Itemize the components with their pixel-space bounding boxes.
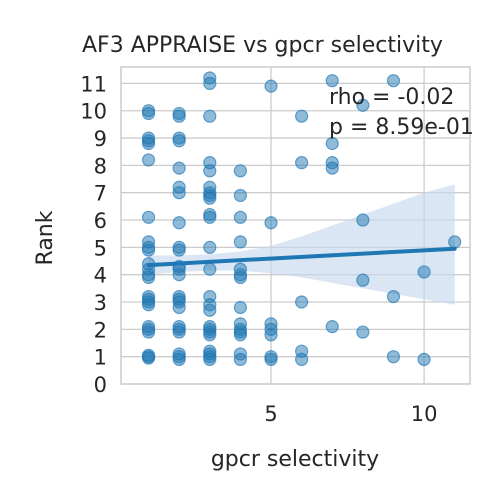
data-point-13 [141, 270, 156, 285]
data-point-84 [233, 352, 247, 367]
data-point-55 [203, 191, 217, 205]
data-point-74 [233, 235, 247, 249]
data-point-66 [203, 328, 217, 342]
data-point-91 [264, 352, 278, 367]
data-point-92 [295, 109, 309, 123]
scatter-points [141, 71, 462, 367]
data-point-40 [172, 300, 186, 315]
x-tick-label-0: 5 [264, 402, 277, 426]
data-point-58 [203, 240, 217, 254]
y-tick-label-10: 10 [80, 100, 107, 124]
data-point-104 [356, 273, 370, 287]
data-point-17 [141, 298, 156, 312]
data-point-57 [203, 210, 217, 224]
data-point-59 [203, 262, 217, 276]
x-axis-label: gpcr selectivity [211, 447, 379, 472]
y-tick-label-9: 9 [94, 127, 107, 151]
data-point-49 [203, 109, 217, 123]
y-tick-label-5: 5 [94, 236, 107, 260]
data-point-110 [417, 352, 431, 367]
data-point-48 [203, 76, 217, 90]
data-point-77 [233, 270, 247, 285]
data-point-28 [172, 161, 186, 175]
y-tick-label-2: 2 [94, 318, 107, 342]
data-point-96 [295, 352, 309, 367]
data-point-109 [417, 265, 431, 279]
confidence-band-area [148, 184, 455, 305]
data-point-101 [325, 320, 339, 334]
chart-title: AF3 APPRAISE vs gpcr selectivity [82, 33, 443, 58]
data-point-31 [172, 216, 186, 230]
y-tick-label-6: 6 [94, 209, 107, 233]
data-point-5 [141, 153, 156, 167]
data-point-107 [386, 289, 401, 304]
data-point-94 [295, 295, 309, 309]
data-point-93 [295, 156, 309, 170]
data-point-62 [203, 303, 217, 317]
data-point-71 [233, 164, 247, 178]
data-point-30 [172, 186, 186, 200]
x-tick-labels: 5 10 [264, 402, 437, 426]
regression-line [146, 246, 457, 268]
data-point-85 [264, 79, 278, 93]
regression-line-group [146, 246, 457, 268]
x-tick-label-1: 10 [411, 402, 438, 426]
data-point-46 [172, 352, 186, 367]
data-point-6 [141, 210, 156, 224]
data-point-9 [141, 243, 156, 257]
data-point-51 [203, 164, 217, 178]
y-tick-label-3: 3 [94, 291, 107, 315]
plot-frame [120, 66, 471, 385]
data-point-103 [356, 213, 370, 227]
data-point-70 [203, 352, 217, 367]
y-tick-label-8: 8 [94, 154, 107, 178]
data-point-25 [172, 109, 186, 123]
data-point-4 [141, 136, 156, 151]
annotation-p-value: p = 8.59e-01 [329, 115, 474, 140]
data-point-36 [172, 268, 186, 282]
data-point-33 [172, 243, 186, 257]
data-point-78 [233, 300, 247, 315]
y-tick-label-0: 0 [94, 373, 107, 397]
data-point-27 [172, 134, 186, 148]
data-point-73 [233, 210, 247, 224]
confidence-band [148, 184, 455, 305]
data-point-111 [448, 235, 462, 249]
data-point-102 [356, 98, 370, 112]
data-point-43 [172, 325, 186, 339]
data-point-89 [264, 328, 278, 342]
data-point-105 [356, 325, 370, 339]
data-point-100 [325, 161, 339, 175]
data-point-1 [141, 106, 156, 121]
data-point-108 [386, 350, 401, 364]
data-point-23 [141, 348, 156, 362]
data-point-20 [141, 325, 156, 339]
y-tick-labels: 0 1 2 3 4 5 6 7 8 9 10 11 [80, 72, 107, 397]
y-tick-label-4: 4 [94, 264, 107, 288]
data-point-72 [233, 188, 247, 203]
y-axis-label: Rank [33, 210, 58, 265]
data-point-86 [264, 216, 278, 230]
y-tick-label-11: 11 [80, 72, 107, 96]
data-point-98 [325, 136, 339, 151]
annotation-rho: rho = -0.02 [329, 85, 454, 110]
y-tick-label-7: 7 [94, 182, 107, 206]
data-point-97 [325, 74, 339, 88]
data-point-106 [386, 74, 401, 88]
data-point-82 [233, 328, 247, 342]
y-tick-label-1: 1 [94, 346, 107, 370]
